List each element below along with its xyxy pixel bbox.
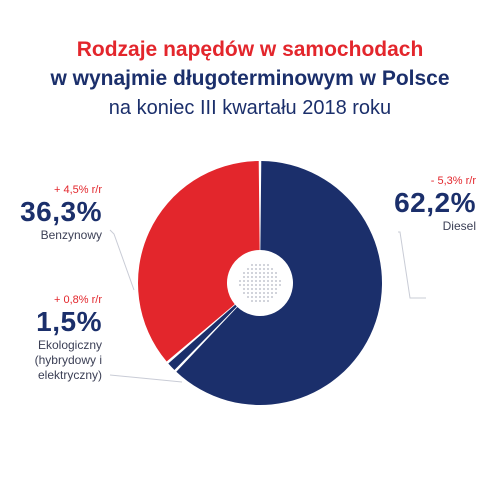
label-benzynowy: + 4,5% r/r 36,3% Benzynowy: [20, 184, 102, 243]
ekologiczny-name-line1: Ekologiczny: [37, 338, 102, 352]
donut-hole: [228, 251, 292, 315]
diesel-change: - 5,3% r/r: [430, 175, 476, 187]
benzynowy-change: + 4,5% r/r: [54, 184, 102, 196]
chart-title-line2: w wynajmie długoterminowym w Polsce: [50, 67, 450, 90]
diesel-percent: 62,2%: [394, 187, 476, 218]
ekologiczny-percent: 1,5%: [36, 306, 102, 337]
leader-benzynowy: [109, 229, 135, 291]
ekologiczny-name-line2: (hybrydowy i: [34, 353, 102, 367]
leader-ekologiczny: [109, 374, 183, 383]
slice-diesel: [176, 161, 382, 405]
slice-benzynowy: [137, 161, 260, 362]
label-ekologiczny: + 0,8% r/r 1,5% Ekologiczny (hybrydowy i…: [20, 294, 102, 383]
chart-subtitle: na koniec III kwartału 2018 roku: [108, 97, 392, 119]
diesel-name: Diesel: [442, 219, 476, 233]
ekologiczny-name-line3: elektryczny): [37, 368, 102, 382]
chart-title: Rodzaje napędów w samochodach: [76, 38, 424, 61]
leader-diesel: [398, 231, 426, 299]
benzynowy-percent: 36,3%: [20, 196, 102, 227]
label-diesel: - 5,3% r/r 62,2% Diesel: [394, 175, 476, 234]
ekologiczny-change: + 0,8% r/r: [54, 294, 102, 306]
poland-map-icon: [239, 264, 281, 302]
benzynowy-name: Benzynowy: [40, 228, 102, 242]
slice-ekologiczny: [168, 304, 237, 370]
